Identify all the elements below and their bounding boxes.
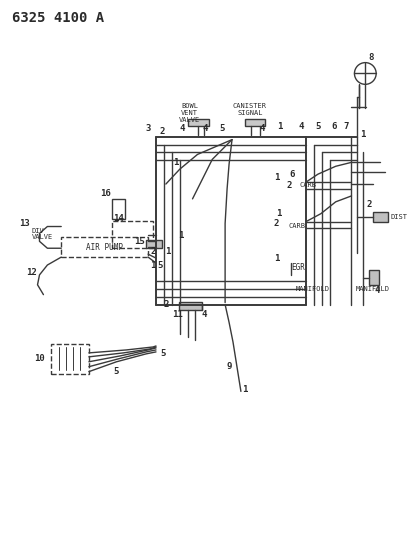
Bar xyxy=(244,119,264,126)
Text: 1: 1 xyxy=(165,247,170,256)
Text: 2: 2 xyxy=(163,300,168,309)
Text: CARB: CARB xyxy=(299,182,315,188)
Text: 5: 5 xyxy=(114,367,119,376)
Text: 2: 2 xyxy=(150,247,155,256)
Text: 2: 2 xyxy=(286,181,291,190)
Text: 1: 1 xyxy=(242,385,247,394)
Bar xyxy=(111,221,153,248)
Bar xyxy=(178,302,202,310)
Text: 10: 10 xyxy=(34,354,45,364)
Text: CARB: CARB xyxy=(288,222,305,229)
Bar xyxy=(51,344,89,374)
Text: 13: 13 xyxy=(19,219,30,228)
Text: 1: 1 xyxy=(273,173,279,182)
Text: 1: 1 xyxy=(273,254,279,263)
Text: EGR: EGR xyxy=(290,263,304,272)
Text: MANIFOLD: MANIFOLD xyxy=(295,286,329,292)
Text: BOWL
VENT
VALVE: BOWL VENT VALVE xyxy=(178,103,200,123)
Text: 1: 1 xyxy=(150,261,155,270)
Text: 2: 2 xyxy=(366,200,371,209)
Text: 4: 4 xyxy=(202,124,207,133)
Bar xyxy=(187,119,209,126)
Text: 1: 1 xyxy=(178,231,183,240)
Text: 2: 2 xyxy=(273,219,279,228)
Text: MANIFOLD: MANIFOLD xyxy=(355,286,389,292)
Text: 1: 1 xyxy=(359,130,364,139)
Text: 5: 5 xyxy=(315,122,320,131)
Text: 6325 4100 A: 6325 4100 A xyxy=(12,11,104,25)
Text: 1: 1 xyxy=(173,158,178,167)
Text: 4: 4 xyxy=(201,310,207,319)
Bar xyxy=(61,237,148,257)
Text: 6: 6 xyxy=(330,122,335,131)
Text: 5: 5 xyxy=(157,261,162,270)
Text: 7: 7 xyxy=(342,122,347,131)
Bar xyxy=(146,240,162,248)
Text: CANISTER
SIGNAL: CANISTER SIGNAL xyxy=(232,103,266,116)
Text: DIST: DIST xyxy=(390,214,407,220)
Text: 5: 5 xyxy=(160,349,165,358)
Bar xyxy=(369,270,378,285)
Text: 15: 15 xyxy=(133,237,144,246)
Text: 14: 14 xyxy=(113,214,124,223)
Text: 1: 1 xyxy=(276,122,281,131)
Text: 4: 4 xyxy=(298,122,303,131)
Text: 11: 11 xyxy=(172,310,183,319)
Text: 4: 4 xyxy=(373,286,379,295)
Text: AIR PUMP: AIR PUMP xyxy=(86,243,123,252)
Text: 1: 1 xyxy=(275,209,281,218)
Text: 8: 8 xyxy=(368,53,373,62)
Text: 4: 4 xyxy=(259,124,265,133)
Text: VALVE: VALVE xyxy=(31,235,53,240)
Text: 12: 12 xyxy=(26,269,37,277)
Text: 2: 2 xyxy=(159,127,164,136)
Text: 5: 5 xyxy=(219,124,224,133)
Bar xyxy=(111,199,125,219)
Text: 3: 3 xyxy=(145,124,151,133)
Text: DIV: DIV xyxy=(31,229,44,235)
Bar xyxy=(372,212,387,222)
Text: 9: 9 xyxy=(226,362,231,371)
Text: 16: 16 xyxy=(100,189,111,198)
Text: 6: 6 xyxy=(289,169,294,179)
Text: 4: 4 xyxy=(180,124,185,133)
